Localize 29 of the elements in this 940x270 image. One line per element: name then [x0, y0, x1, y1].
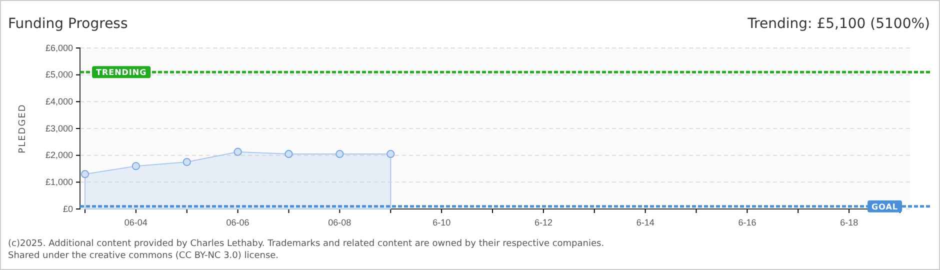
- x-tick-label: 06-04: [124, 217, 148, 228]
- x-tick-label: 6-18: [840, 217, 858, 228]
- x-tick-label: 6-16: [738, 217, 756, 228]
- chart-subtitle: Trending: £5,100 (5100%): [746, 16, 930, 32]
- point: [386, 150, 395, 158]
- chart-title: Funding Progress: [8, 16, 128, 32]
- point: [132, 162, 140, 170]
- y-tick-label: £4,000: [45, 96, 73, 107]
- y-tick-label: £1,000: [45, 177, 73, 188]
- y-tick-label: £0: [62, 204, 73, 214]
- point: [234, 148, 242, 156]
- x-tick-label: 06-08: [328, 217, 352, 228]
- ref-line-label: GOAL: [872, 202, 898, 212]
- ref-line-label: TRENDING: [96, 68, 147, 78]
- point: [182, 158, 191, 166]
- x-tick-label: 6-10: [432, 217, 451, 228]
- x-tick-label: 6-14: [636, 217, 654, 228]
- point: [284, 150, 293, 158]
- y-tick-label: £3,000: [45, 123, 73, 134]
- y-axis-title: PLEDGED: [18, 104, 28, 154]
- point: [80, 170, 90, 178]
- text: (c)2025. Additional content provided by Charles Lethaby. Trademarks and related content are owned by their respective companies.: [8, 239, 604, 249]
- text: Shared under the creative commons (CC BY-NC 3.0) license.: [8, 251, 279, 261]
- point: [336, 150, 344, 158]
- y-tick-label: £2,000: [45, 150, 73, 160]
- y-tick-label: £6,000: [45, 42, 73, 53]
- y-tick-label: £5,000: [45, 70, 73, 80]
- x-tick-label: 6-12: [534, 217, 552, 228]
- x-tick-label: 06-06: [226, 217, 250, 228]
